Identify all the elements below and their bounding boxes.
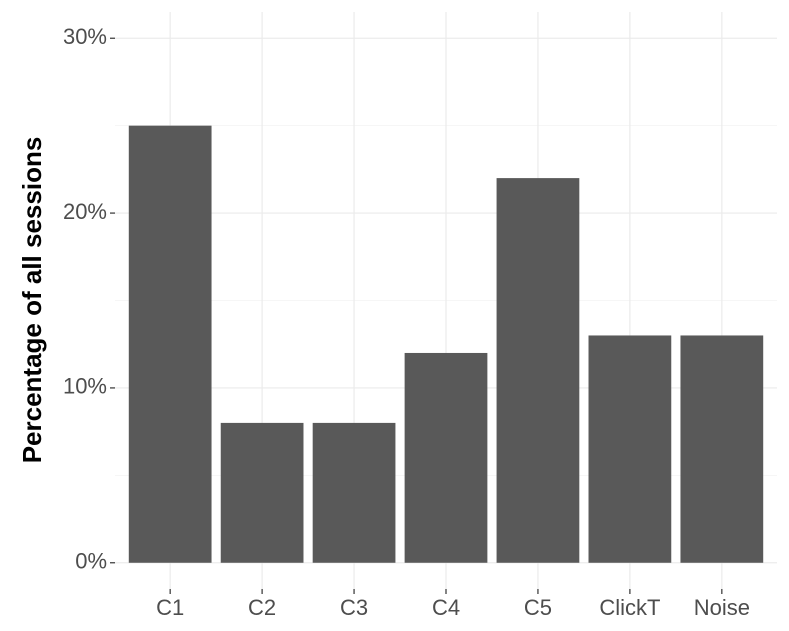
y-axis-title: Percentage of all sessions: [17, 137, 47, 464]
y-tick-label: 20%: [63, 199, 107, 224]
bar: [128, 125, 212, 563]
y-tick-label: 10%: [63, 374, 107, 399]
x-tick-label: C3: [340, 595, 368, 620]
x-tick-label: C1: [156, 595, 184, 620]
bar: [312, 422, 396, 563]
y-tick-label: 30%: [63, 24, 107, 49]
x-tick-label: ClickT: [599, 595, 660, 620]
bar: [588, 335, 672, 563]
x-tick-label: C4: [432, 595, 460, 620]
y-tick-label: 0%: [75, 549, 107, 574]
x-tick-label: C5: [524, 595, 552, 620]
bar: [680, 335, 764, 563]
x-tick-label: Noise: [694, 595, 750, 620]
bar: [220, 422, 304, 563]
bar: [496, 178, 580, 563]
bar: [404, 352, 488, 563]
x-tick-label: C2: [248, 595, 276, 620]
